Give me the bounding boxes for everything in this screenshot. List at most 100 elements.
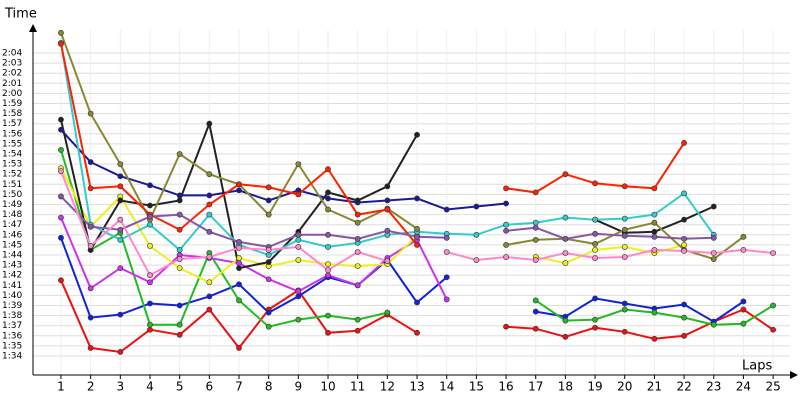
point [87, 110, 94, 117]
point [236, 260, 242, 266]
point [562, 333, 569, 340]
point [414, 131, 420, 138]
y-tick-label: 1:40 [2, 291, 22, 301]
point [265, 247, 272, 253]
y-tick-label: 1:42 [2, 271, 22, 281]
y-tick-label: 1:46 [2, 230, 22, 240]
point [295, 316, 302, 323]
y-tick-label: 1:51 [2, 180, 22, 190]
x-tick-label: 25 [765, 380, 780, 394]
point [740, 233, 747, 240]
plot-area [58, 29, 776, 355]
x-tick-label: 18 [558, 380, 573, 394]
y-tick-label: 1:38 [2, 311, 22, 321]
x-tick-label: 17 [528, 380, 543, 394]
point [236, 281, 242, 288]
point [710, 234, 717, 241]
point [176, 256, 183, 262]
point [206, 211, 213, 218]
point [117, 197, 124, 204]
point [265, 309, 272, 316]
point [206, 192, 213, 199]
point [176, 197, 183, 204]
point [325, 166, 331, 173]
point [87, 285, 94, 292]
point [414, 225, 420, 232]
point [532, 219, 539, 226]
point [562, 260, 569, 266]
point [473, 231, 480, 238]
x-tick-label: 20 [617, 380, 632, 394]
point [384, 197, 391, 204]
point [532, 236, 539, 243]
point [681, 301, 687, 308]
y-tick-label: 1:50 [2, 190, 22, 200]
y-tick-label: 1:47 [2, 220, 22, 230]
point [651, 233, 658, 240]
point [265, 259, 272, 265]
point [710, 321, 717, 328]
point [414, 195, 420, 202]
x-tick-label: 3 [116, 380, 124, 394]
point [354, 263, 361, 270]
point [325, 267, 331, 274]
point [206, 279, 213, 286]
point [384, 227, 391, 234]
x-tick-label: 24 [736, 380, 751, 394]
point [414, 299, 420, 306]
point [58, 168, 64, 175]
x-tick-label: 7 [235, 380, 243, 394]
x-tick-label: 2 [87, 380, 95, 394]
point [384, 258, 391, 264]
x-tick-label: 23 [706, 380, 721, 394]
y-tick-label: 1:36 [2, 331, 22, 341]
point [651, 211, 658, 218]
point [681, 314, 687, 321]
point [770, 326, 776, 333]
point [206, 120, 213, 127]
point [740, 298, 747, 305]
point [117, 161, 124, 167]
point [443, 234, 450, 241]
x-axis-label: Laps [742, 359, 772, 374]
x-tick-label: 16 [498, 380, 513, 394]
point [740, 247, 747, 253]
point [117, 236, 124, 243]
point [503, 254, 509, 260]
point [532, 325, 539, 332]
point [621, 254, 628, 260]
point [87, 345, 94, 351]
point [206, 254, 213, 260]
y-tick-label: 2:02 [2, 69, 22, 79]
x-tick-label: 13 [409, 380, 424, 394]
point [58, 116, 64, 123]
point [236, 345, 242, 351]
point [354, 316, 361, 323]
point [354, 282, 361, 289]
y-tick-label: 1:58 [2, 109, 22, 119]
point [176, 151, 183, 157]
point [592, 324, 598, 331]
x-tick-label: 5 [176, 380, 184, 394]
x-tick-label: 14 [439, 380, 454, 394]
y-tick-label: 1:41 [2, 281, 22, 291]
x-tick-label: 8 [265, 380, 273, 394]
point [176, 265, 183, 272]
point [532, 297, 539, 304]
point [770, 250, 776, 256]
point [562, 171, 569, 178]
point [621, 215, 628, 222]
point [503, 200, 509, 207]
point [325, 195, 331, 202]
point [621, 183, 628, 190]
point [710, 203, 717, 210]
point [295, 231, 302, 238]
tick-labels: 1:341:351:361:371:381:391:401:411:421:43… [2, 49, 781, 394]
point [206, 201, 213, 208]
point [117, 226, 124, 233]
point [58, 126, 64, 133]
point [681, 139, 687, 146]
point [503, 227, 509, 234]
point [354, 197, 361, 204]
point [770, 302, 776, 309]
